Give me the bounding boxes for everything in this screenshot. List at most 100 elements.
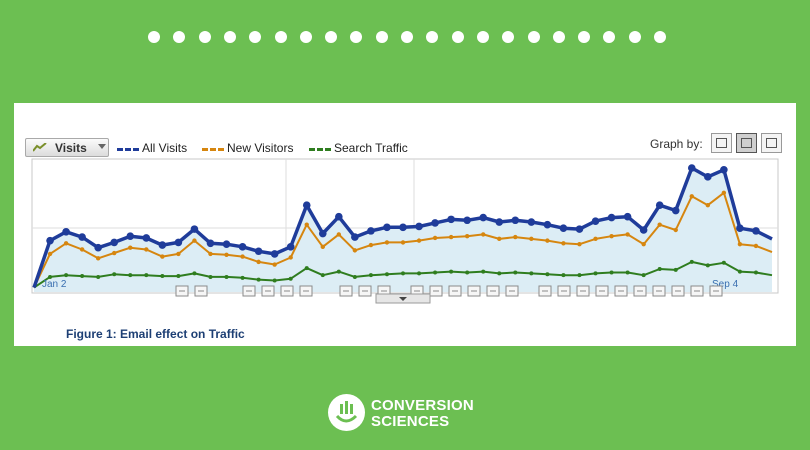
data-point[interactable] [128, 273, 133, 278]
data-point[interactable] [753, 243, 759, 249]
annotation-marker[interactable] [671, 285, 685, 297]
annotation-marker[interactable] [299, 285, 313, 297]
annotation-marker[interactable] [652, 285, 666, 297]
data-point[interactable] [63, 241, 69, 246]
data-point[interactable] [304, 266, 309, 271]
data-point[interactable] [625, 232, 630, 237]
data-point[interactable] [720, 165, 728, 174]
annotation-marker[interactable] [595, 285, 609, 297]
data-point[interactable] [48, 274, 53, 279]
data-point[interactable] [737, 269, 742, 274]
data-point[interactable] [432, 235, 438, 241]
data-point[interactable] [160, 254, 165, 259]
annotation-marker[interactable] [576, 285, 590, 297]
chart-scroll-handle[interactable] [375, 293, 431, 304]
data-point[interactable] [657, 266, 662, 271]
data-point[interactable] [384, 272, 389, 277]
data-point[interactable] [625, 270, 630, 275]
data-point[interactable] [463, 216, 471, 225]
data-point[interactable] [142, 234, 151, 242]
data-point[interactable] [577, 241, 582, 247]
data-point[interactable] [383, 223, 391, 232]
data-point[interactable] [384, 240, 390, 245]
annotation-marker[interactable] [486, 285, 500, 297]
data-point[interactable] [47, 251, 53, 257]
data-point[interactable] [543, 220, 552, 229]
data-point[interactable] [80, 274, 85, 279]
data-point[interactable] [417, 271, 422, 276]
data-point[interactable] [511, 216, 520, 225]
data-point[interactable] [46, 236, 54, 245]
data-point[interactable] [607, 213, 616, 222]
metric-dropdown[interactable]: Visits [25, 138, 109, 157]
data-point[interactable] [240, 254, 245, 259]
data-point[interactable] [479, 213, 488, 222]
data-point[interactable] [513, 234, 518, 240]
data-point[interactable] [609, 270, 614, 275]
data-point[interactable] [561, 241, 566, 246]
data-point[interactable] [593, 236, 598, 242]
data-point[interactable] [224, 252, 229, 257]
annotation-marker[interactable] [175, 285, 189, 297]
annotation-marker[interactable] [467, 285, 481, 297]
data-point[interactable] [704, 173, 712, 181]
data-point[interactable] [352, 248, 358, 253]
data-point[interactable] [593, 271, 598, 276]
data-point[interactable] [689, 194, 694, 199]
data-point[interactable] [78, 233, 86, 241]
annotation-marker[interactable] [339, 285, 353, 297]
data-point[interactable] [144, 247, 149, 252]
data-point[interactable] [721, 260, 726, 265]
data-point[interactable] [591, 217, 600, 225]
data-point[interactable] [270, 250, 279, 258]
data-point[interactable] [671, 206, 680, 215]
data-point[interactable] [527, 218, 536, 226]
data-point[interactable] [529, 271, 534, 276]
annotation-marker[interactable] [280, 285, 294, 297]
data-point[interactable] [288, 255, 293, 260]
data-point[interactable] [415, 222, 423, 231]
data-point[interactable] [62, 227, 70, 236]
data-point[interactable] [335, 212, 343, 221]
data-point[interactable] [609, 234, 614, 239]
annotation-marker[interactable] [261, 285, 275, 297]
data-point[interactable] [400, 240, 406, 245]
annotation-marker[interactable] [448, 285, 462, 297]
data-point[interactable] [657, 222, 662, 227]
data-point[interactable] [110, 238, 119, 247]
data-point[interactable] [705, 203, 711, 208]
data-point[interactable] [112, 250, 117, 256]
data-point[interactable] [449, 269, 454, 274]
data-point[interactable] [448, 234, 454, 240]
data-point[interactable] [176, 274, 181, 279]
data-point[interactable] [559, 224, 568, 233]
data-point[interactable] [288, 276, 293, 281]
annotation-marker[interactable] [633, 285, 647, 297]
data-point[interactable] [737, 241, 743, 247]
data-point[interactable] [545, 272, 550, 277]
data-point[interactable] [705, 263, 710, 268]
data-point[interactable] [238, 243, 247, 251]
data-point[interactable] [752, 227, 760, 235]
data-point[interactable] [431, 219, 439, 227]
annotation-marker[interactable] [358, 285, 372, 297]
data-point[interactable] [190, 225, 199, 233]
data-point[interactable] [128, 245, 133, 250]
data-point[interactable] [721, 190, 727, 195]
data-point[interactable] [192, 271, 197, 276]
data-point[interactable] [481, 269, 486, 274]
annotation-marker[interactable] [690, 285, 704, 297]
data-point[interactable] [286, 243, 295, 251]
data-point[interactable] [513, 270, 518, 275]
graph-by-month-button[interactable] [761, 133, 782, 153]
data-point[interactable] [192, 238, 197, 243]
data-point[interactable] [174, 238, 183, 247]
data-point[interactable] [497, 236, 502, 242]
data-point[interactable] [144, 273, 149, 278]
data-point[interactable] [673, 227, 678, 233]
data-point[interactable] [351, 233, 359, 241]
data-point[interactable] [222, 240, 231, 248]
data-point[interactable] [399, 223, 407, 232]
data-point[interactable] [320, 273, 325, 278]
annotation-marker[interactable] [557, 285, 571, 297]
